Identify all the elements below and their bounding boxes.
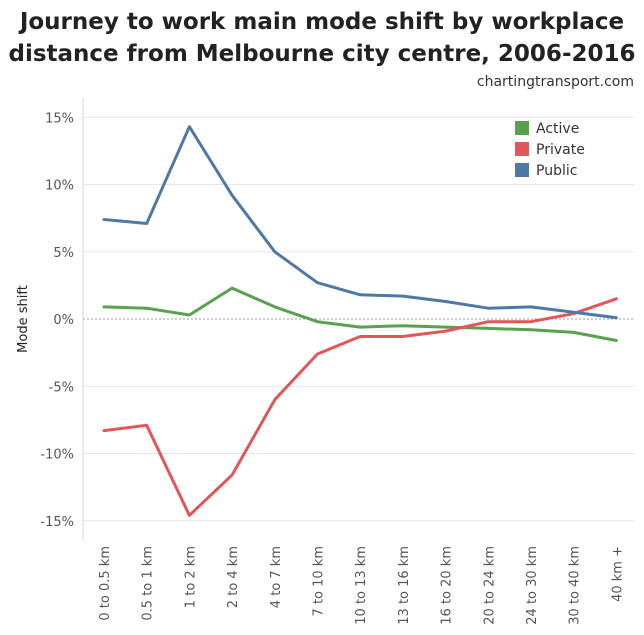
x-tick-label: 16 to 20 km <box>440 546 455 625</box>
legend-label-active: Active <box>536 121 579 137</box>
legend-label-public: Public <box>536 163 577 179</box>
chart-title-line-1: Journey to work main mode shift by workp… <box>19 9 625 35</box>
series-line-public <box>102 125 618 320</box>
legend-label-private: Private <box>536 142 585 158</box>
x-tick-label: 40 km + <box>610 546 625 602</box>
series-line-private <box>102 297 618 517</box>
x-tick-labels: 0 to 0.5 km 0.5 to 1 km 1 to 2 km 2 to 4 km… <box>98 546 625 625</box>
gridlines: 15% 10% 5% 0% -5% -10% -15% <box>40 111 634 530</box>
x-tick-label: 1 to 2 km <box>183 546 198 608</box>
series-line-active <box>102 286 618 342</box>
y-tick-label: -10% <box>40 448 74 463</box>
x-tick-label: 2 to 4 km <box>226 546 241 608</box>
x-tick-label: 30 to 40 km <box>568 546 583 625</box>
y-tick-label: -5% <box>49 380 74 395</box>
series-lines <box>102 125 618 517</box>
legend: Active Private Public <box>515 121 585 179</box>
y-axis-title: Mode shift <box>16 285 31 353</box>
y-tick-label: 10% <box>45 179 74 194</box>
x-tick-label: 20 to 24 km <box>482 546 497 625</box>
x-tick-label: 13 to 16 km <box>397 546 412 625</box>
y-tick-label: 5% <box>53 246 74 261</box>
legend-swatch-public <box>515 163 529 177</box>
source-credit: chartingtransport.com <box>476 74 634 90</box>
x-tick-label: 0 to 0.5 km <box>98 546 113 621</box>
axes: Mode shift <box>16 98 84 540</box>
y-tick-label: -15% <box>40 515 74 530</box>
x-tick-label: 0.5 to 1 km <box>141 546 156 621</box>
x-tick-label: 4 to 7 km <box>269 546 284 608</box>
legend-swatch-private <box>515 142 529 156</box>
chart-title-line-2: distance from Melbourne city centre, 200… <box>8 41 636 67</box>
y-tick-label: 15% <box>45 111 74 126</box>
y-tick-label: 0% <box>53 313 74 328</box>
x-tick-label: 10 to 13 km <box>354 546 369 625</box>
x-tick-label: 7 to 10 km <box>312 546 327 616</box>
x-tick-label: 24 to 30 km <box>525 546 540 625</box>
legend-swatch-active <box>515 121 529 135</box>
chart-title: Journey to work main mode shift by workp… <box>0 6 644 70</box>
